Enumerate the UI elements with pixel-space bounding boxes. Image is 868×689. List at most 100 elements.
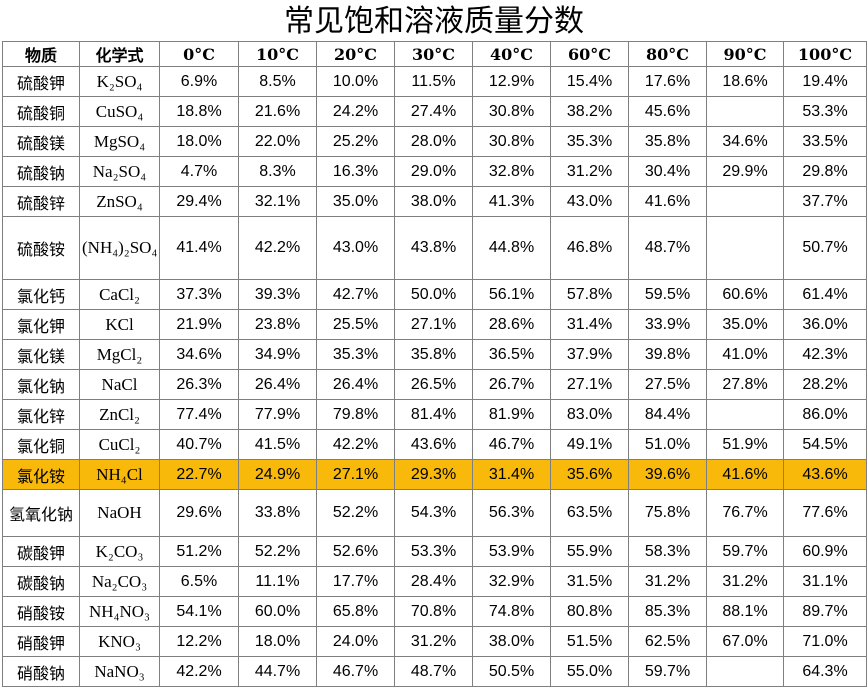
mass-fraction-cell: 42.3%: [783, 339, 867, 370]
mass-fraction-cell: 24.0%: [316, 626, 395, 657]
chemical-formula: KCl: [79, 309, 160, 340]
mass-fraction-cell: 50.0%: [394, 279, 473, 310]
mass-fraction-cell: 40.7%: [159, 429, 239, 460]
mass-fraction-cell: 42.2%: [159, 656, 239, 687]
mass-fraction-cell: 54.1%: [159, 596, 239, 627]
mass-fraction-cell: 59.7%: [628, 656, 707, 687]
mass-fraction-cell: 60.9%: [783, 536, 867, 567]
mass-fraction-cell: 6.9%: [159, 66, 239, 97]
mass-fraction-cell: 51.2%: [159, 536, 239, 567]
mass-fraction-cell: 37.3%: [159, 279, 239, 310]
table-row: 氯化钙 CaCl₂ 37.3% 39.3% 42.7% 50.0% 56.1% 57.8% 59…: [2, 279, 867, 310]
mass-fraction-cell: 17.6%: [628, 66, 707, 97]
chemical-formula: NaOH: [79, 489, 160, 537]
mass-fraction-cell: 18.0%: [159, 126, 239, 157]
mass-fraction-cell: 59.7%: [706, 536, 784, 567]
chemical-formula: Na₂SO₄: [79, 156, 160, 187]
col-header: 90°C: [706, 41, 784, 67]
table-row: 碳酸钾 K₂CO₃ 51.2% 52.2% 52.6% 53.3% 53.9% 55.9% 58…: [2, 536, 867, 567]
mass-fraction-cell: 29.3%: [394, 459, 473, 490]
substance-name: 硫酸钾: [2, 66, 80, 97]
chemical-formula: NH₄Cl: [79, 459, 160, 490]
mass-fraction-cell: 26.5%: [394, 369, 473, 400]
mass-fraction-cell: 61.4%: [783, 279, 867, 310]
mass-fraction-cell: 57.8%: [550, 279, 629, 310]
mass-fraction-cell: 33.9%: [628, 309, 707, 340]
table-row: 硫酸锌 ZnSO₄ 29.4% 32.1% 35.0% 38.0% 41.3% 43.0% 41…: [2, 186, 867, 217]
mass-fraction-cell: 42.2%: [238, 216, 317, 280]
mass-fraction-cell: 30.4%: [628, 156, 707, 187]
mass-fraction-cell: 75.8%: [628, 489, 707, 537]
mass-fraction-cell: 15.4%: [550, 66, 629, 97]
mass-fraction-cell: 53.3%: [394, 536, 473, 567]
mass-fraction-cell: 27.1%: [316, 459, 395, 490]
mass-fraction-cell: 43.6%: [394, 429, 473, 460]
mass-fraction-cell: 43.0%: [316, 216, 395, 280]
mass-fraction-cell: 81.4%: [394, 399, 473, 430]
page-title: 常见饱和溶液质量分数: [284, 4, 584, 39]
mass-fraction-cell: 58.3%: [628, 536, 707, 567]
chemical-formula: CaCl₂: [79, 279, 160, 310]
mass-fraction-cell: 80.8%: [550, 596, 629, 627]
substance-name: 氯化钠: [2, 369, 80, 400]
mass-fraction-cell: [706, 399, 784, 430]
col-header: 80°C: [628, 41, 707, 67]
mass-fraction-cell: 88.1%: [706, 596, 784, 627]
mass-fraction-cell: 48.7%: [628, 216, 707, 280]
mass-fraction-cell: 38.0%: [394, 186, 473, 217]
mass-fraction-cell: 43.0%: [550, 186, 629, 217]
mass-fraction-cell: 31.4%: [550, 309, 629, 340]
mass-fraction-cell: 52.2%: [238, 536, 317, 567]
mass-fraction-cell: 16.3%: [316, 156, 395, 187]
table-row: 硫酸镁 MgSO₄ 18.0% 22.0% 25.2% 28.0% 30.8% 35.3% 35…: [2, 126, 867, 157]
mass-fraction-cell: 31.2%: [550, 156, 629, 187]
mass-fraction-cell: 64.3%: [783, 656, 867, 687]
table-row: 硝酸铵 NH₄NO₃ 54.1% 60.0% 65.8% 70.8% 74.8% 80.8% 8…: [2, 596, 867, 627]
substance-name: 硫酸锌: [2, 186, 80, 217]
substance-name: 硫酸铜: [2, 96, 80, 127]
mass-fraction-cell: 46.7%: [316, 656, 395, 687]
mass-fraction-cell: 42.7%: [316, 279, 395, 310]
chemical-formula: NH₄NO₃: [79, 596, 160, 627]
table-row: 硫酸铵 (NH₄)₂SO₄ 41.4% 42.2% 43.0% 43.8% 44.8% 46.…: [2, 216, 867, 280]
substance-name: 氢氧化钠: [2, 489, 80, 537]
mass-fraction-cell: 74.8%: [472, 596, 551, 627]
table-row: 氯化镁 MgCl₂ 34.6% 34.9% 35.3% 35.8% 36.5% 37.9% 39…: [2, 339, 867, 370]
chemical-formula: ZnCl₂: [79, 399, 160, 430]
mass-fraction-cell: 32.9%: [472, 566, 551, 597]
mass-fraction-cell: 31.2%: [394, 626, 473, 657]
mass-fraction-cell: 52.6%: [316, 536, 395, 567]
chemical-formula: K₂SO₄: [79, 66, 160, 97]
col-header: 60°C: [550, 41, 629, 67]
mass-fraction-cell: 30.8%: [472, 126, 551, 157]
mass-fraction-cell: 38.0%: [472, 626, 551, 657]
mass-fraction-cell: 29.6%: [159, 489, 239, 537]
substance-name: 硫酸铵: [2, 216, 80, 280]
substance-name: 硫酸镁: [2, 126, 80, 157]
mass-fraction-cell: 27.8%: [706, 369, 784, 400]
mass-fraction-cell: 31.2%: [628, 566, 707, 597]
substance-name: 氯化铜: [2, 429, 80, 460]
mass-fraction-cell: 18.8%: [159, 96, 239, 127]
mass-fraction-cell: 59.5%: [628, 279, 707, 310]
chemical-formula: NaCl: [79, 369, 160, 400]
mass-fraction-cell: 44.8%: [472, 216, 551, 280]
substance-name: 氯化钙: [2, 279, 80, 310]
mass-fraction-cell: 37.7%: [783, 186, 867, 217]
mass-fraction-cell: 28.6%: [472, 309, 551, 340]
mass-fraction-cell: 41.6%: [628, 186, 707, 217]
mass-fraction-cell: 44.7%: [238, 656, 317, 687]
chemical-formula: (NH₄)₂SO₄: [79, 216, 160, 280]
mass-fraction-cell: 35.3%: [550, 126, 629, 157]
mass-fraction-cell: 18.6%: [706, 66, 784, 97]
mass-fraction-cell: 29.9%: [706, 156, 784, 187]
table-row: 硫酸钠 Na₂SO₄ 4.7% 8.3% 16.3% 29.0% 32.8% 31.2% 30.…: [2, 156, 867, 187]
chemical-formula: K₂CO₃: [79, 536, 160, 567]
mass-fraction-cell: 43.8%: [394, 216, 473, 280]
mass-fraction-cell: 26.4%: [316, 369, 395, 400]
mass-fraction-cell: 34.6%: [706, 126, 784, 157]
mass-fraction-cell: 60.0%: [238, 596, 317, 627]
mass-fraction-cell: 56.3%: [472, 489, 551, 537]
substance-name: 硝酸钠: [2, 656, 80, 687]
mass-fraction-cell: 12.9%: [472, 66, 551, 97]
